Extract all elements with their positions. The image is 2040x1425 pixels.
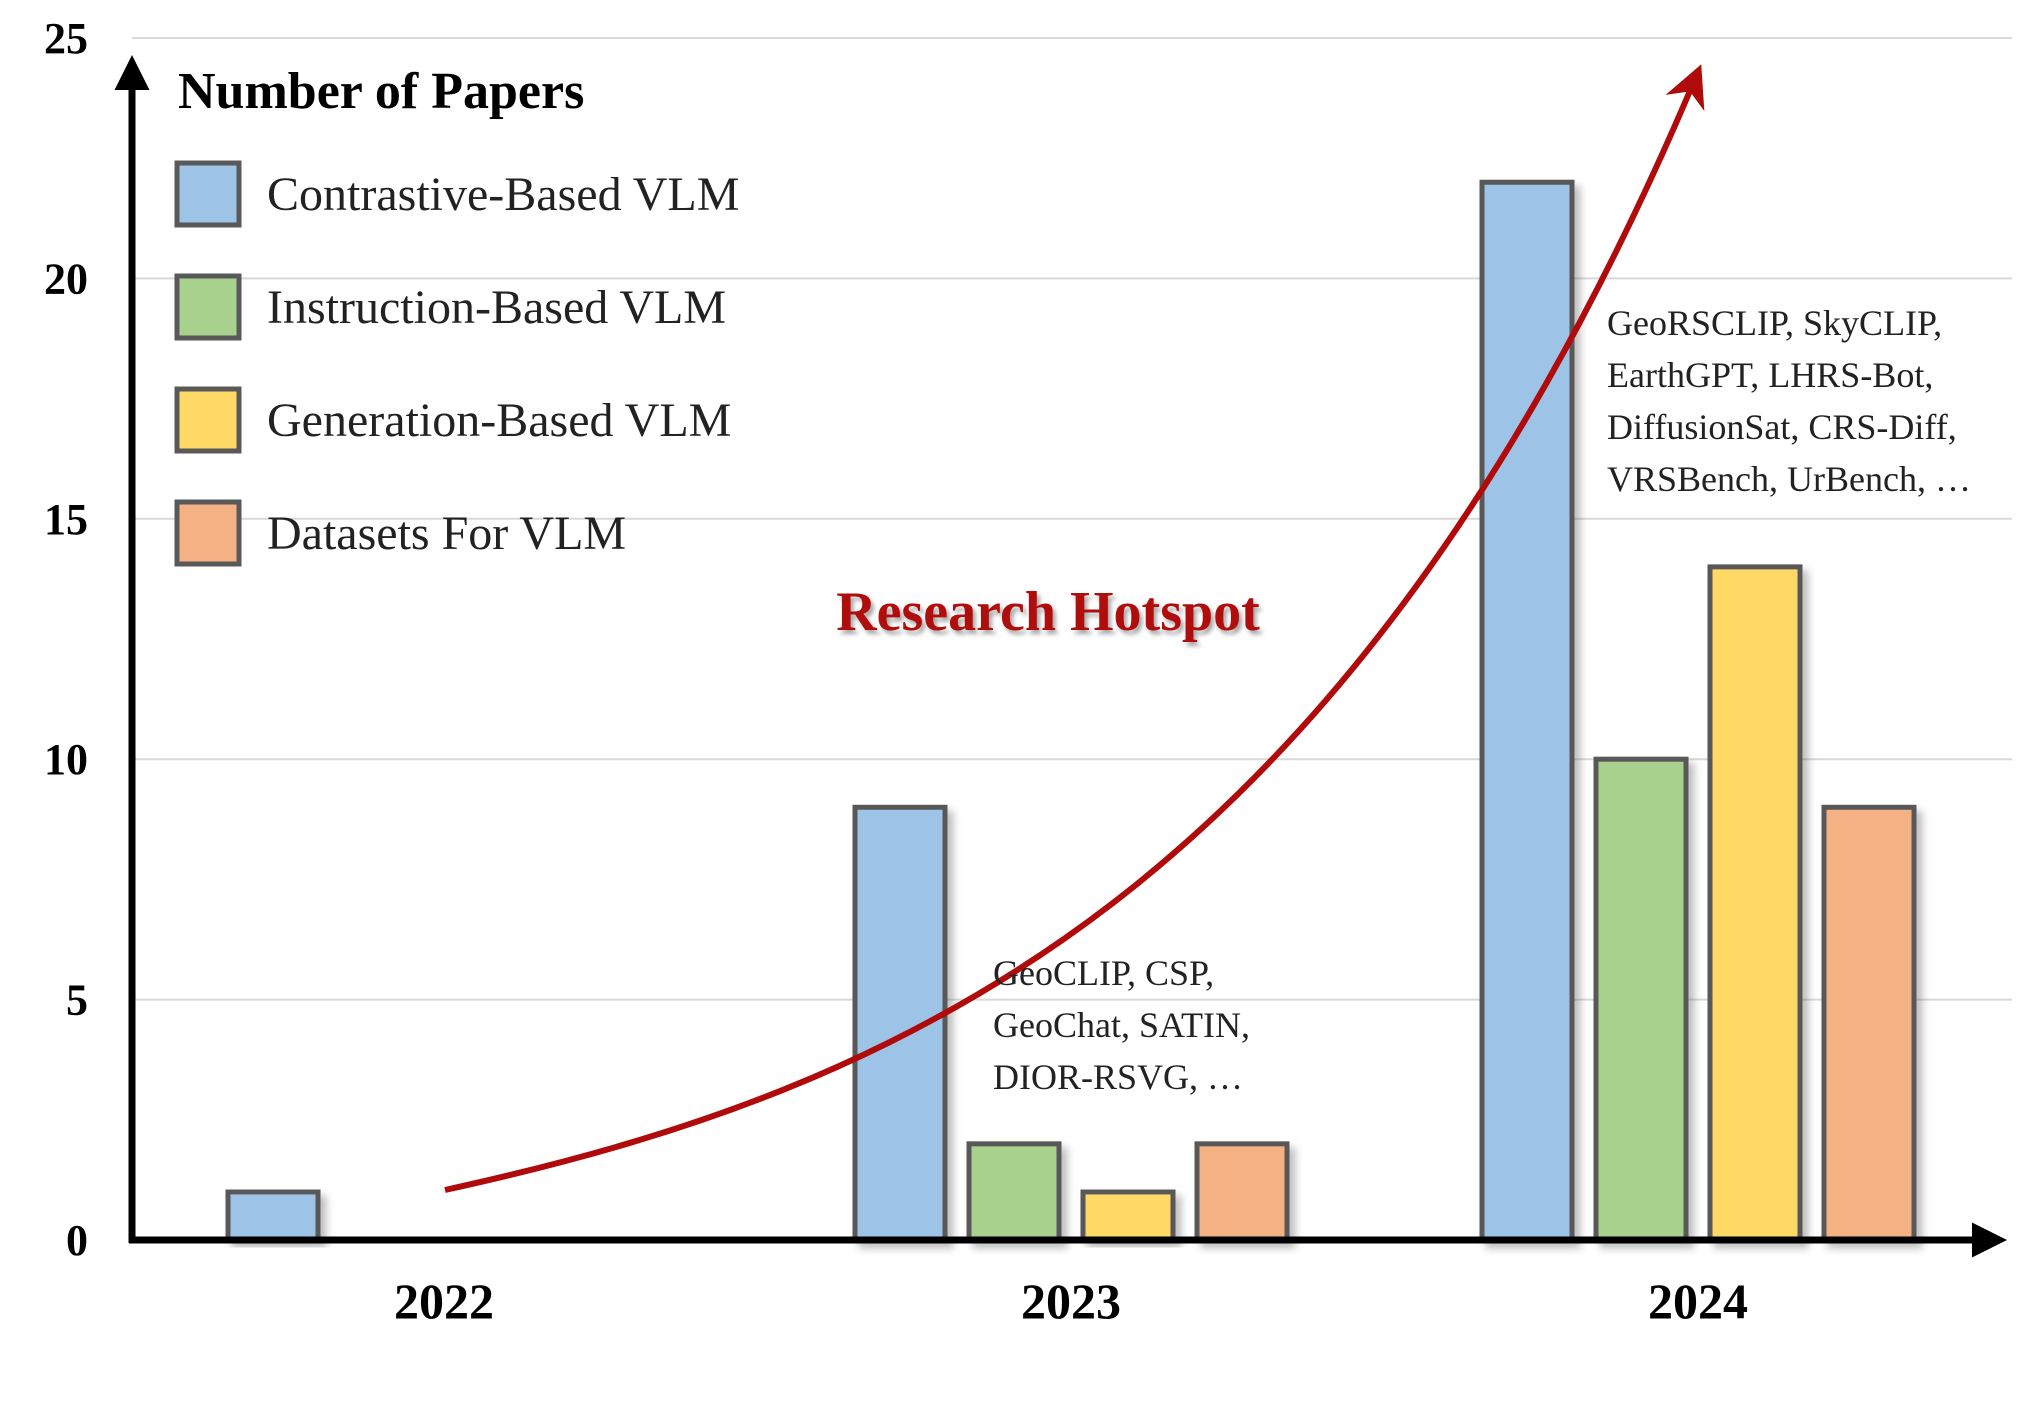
bar-2024-1 xyxy=(1593,756,1689,1243)
y-tick-label: 20 xyxy=(44,254,88,303)
axes xyxy=(114,55,2007,1258)
y-tick-label: 25 xyxy=(44,14,88,63)
note-2024-line: DiffusionSat, CRS-Diff, xyxy=(1607,407,1957,447)
legend-swatch xyxy=(174,499,242,567)
bar-2023-3 xyxy=(1194,1141,1290,1243)
note-2023-line: GeoCLIP, CSP, xyxy=(993,953,1214,993)
note-2024-line: EarthGPT, LHRS-Bot, xyxy=(1607,355,1933,395)
legend-label: Datasets For VLM xyxy=(267,507,626,560)
legend-swatch xyxy=(174,273,242,341)
y-tick-label: 0 xyxy=(66,1216,88,1265)
legend-swatch xyxy=(174,386,242,454)
x-tick-label: 2023 xyxy=(1021,1273,1121,1329)
hotspot-trend: Research Hotspot xyxy=(444,64,1705,1193)
tick-labels: 0 5 10 15 20 25 2022 2023 2024 xyxy=(44,14,1748,1329)
legend-label: Instruction-Based VLM xyxy=(267,281,726,334)
y-tick-label: 15 xyxy=(44,495,88,544)
bar-2024-3 xyxy=(1821,804,1917,1243)
bar-2023-1 xyxy=(966,1141,1062,1243)
bar-2023-2 xyxy=(1080,1189,1176,1243)
legend-label: Generation-Based VLM xyxy=(267,394,731,447)
gridlines xyxy=(132,37,2012,1001)
hotspot-label: Research Hotspot xyxy=(836,581,1260,643)
legend: Number of Papers Contrastive-Based VLM Ins… xyxy=(174,63,739,567)
bar-2022-0 xyxy=(225,1189,321,1243)
legend-swatch xyxy=(174,160,242,228)
y-tick-label: 5 xyxy=(66,976,88,1025)
chart-title: Number of Papers xyxy=(178,63,584,120)
bar-2024-0 xyxy=(1479,179,1575,1243)
note-2024-line: VRSBench, UrBench, … xyxy=(1607,459,1971,499)
legend-label: Contrastive-Based VLM xyxy=(267,168,739,221)
note-2023-line: GeoChat, SATIN, xyxy=(993,1005,1250,1045)
x-tick-label: 2024 xyxy=(1648,1273,1748,1329)
annotations: GeoCLIP, CSP, GeoChat, SATIN, DIOR-RSVG, …… xyxy=(993,303,1971,1097)
bar-2024-2 xyxy=(1707,564,1803,1243)
note-2023-line: DIOR-RSVG, … xyxy=(993,1057,1243,1097)
hotspot-arrow xyxy=(444,64,1705,1193)
y-tick-label: 10 xyxy=(44,735,88,784)
x-tick-label: 2022 xyxy=(394,1273,494,1329)
note-2024-line: GeoRSCLIP, SkyCLIP, xyxy=(1607,303,1942,343)
